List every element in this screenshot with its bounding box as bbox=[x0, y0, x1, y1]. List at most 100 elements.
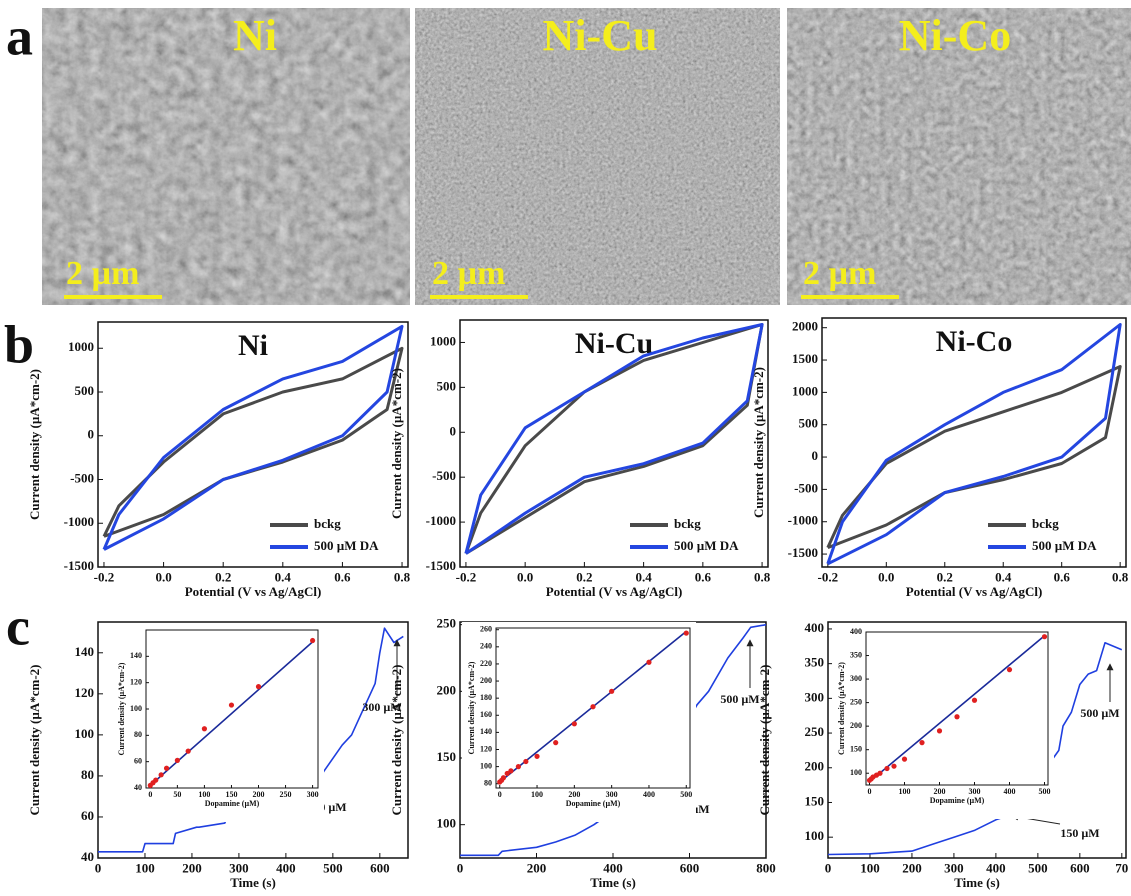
panel-label: b bbox=[4, 314, 34, 374]
y-axis-label: Current density (µA*cm-2) bbox=[389, 665, 404, 816]
x-tick-label: 0.8 bbox=[394, 570, 411, 585]
y-tick-label: 150 bbox=[437, 749, 457, 764]
series-line bbox=[464, 323, 764, 555]
x-tick-label: 50 bbox=[173, 790, 181, 799]
series-line bbox=[826, 323, 1122, 566]
y-tick-label: 120 bbox=[130, 677, 142, 686]
x-tick-label: 200 bbox=[934, 787, 946, 796]
x-tick-label: 70 bbox=[1115, 861, 1128, 876]
annotation: 300 µM bbox=[362, 700, 401, 714]
sem-texture bbox=[415, 8, 780, 305]
y-tick-label: 350 bbox=[805, 655, 825, 670]
chart-title: Ni bbox=[238, 329, 268, 362]
x-tick-label: 100 bbox=[135, 861, 155, 876]
data-point bbox=[185, 748, 191, 754]
x-tick-label: 400 bbox=[643, 790, 655, 799]
x-tick-label: 600 bbox=[370, 861, 390, 876]
x-axis-label: Potential (V vs Ag/AgCl) bbox=[546, 584, 683, 599]
x-tick-label: 200 bbox=[253, 790, 265, 799]
data-point bbox=[228, 702, 235, 708]
y-tick-label: 250 bbox=[850, 697, 862, 706]
x-axis-label: Time (s) bbox=[954, 875, 1000, 890]
x-tick-label: 0 bbox=[457, 861, 464, 876]
x-tick-label: 200 bbox=[527, 861, 547, 876]
x-tick-label: 150 bbox=[225, 790, 237, 799]
y-tick-label: 1000 bbox=[430, 333, 456, 348]
y-tick-label: -500 bbox=[794, 480, 818, 495]
scale-bar-label: 2 µm bbox=[66, 255, 139, 292]
x-tick-label: 0.6 bbox=[695, 570, 712, 585]
plot-frame bbox=[495, 627, 691, 789]
data-point bbox=[954, 714, 960, 720]
y-tick-label: 200 bbox=[850, 721, 862, 730]
data-point bbox=[201, 726, 208, 732]
series-line bbox=[102, 324, 404, 551]
x-tick-label: 300 bbox=[229, 861, 249, 876]
x-tick-label: 800 bbox=[756, 861, 776, 876]
x-tick-label: 400 bbox=[1004, 787, 1016, 796]
x-tick-label: 250 bbox=[280, 790, 292, 799]
y-tick-label: 400 bbox=[850, 627, 862, 636]
x-tick-label: 300 bbox=[944, 861, 964, 876]
x-tick-label: 0.6 bbox=[1054, 570, 1071, 585]
x-axis-label: Potential (V vs Ag/AgCl) bbox=[185, 584, 322, 599]
y-tick-label: 80 bbox=[484, 779, 492, 788]
y-tick-label: 0 bbox=[88, 427, 95, 442]
chart: -0.2 0.0 0.2 0.4 0.6 0.8 -1500 -1000 -500 0 500 100… bbox=[389, 319, 771, 599]
x-tick-label: 600 bbox=[1070, 861, 1090, 876]
x-tick-label: 500 bbox=[1039, 787, 1051, 796]
y-tick-label: 40 bbox=[81, 849, 94, 864]
x-tick-label: 200 bbox=[568, 790, 580, 799]
x-tick-label: 0 bbox=[498, 790, 502, 799]
y-tick-label: 100 bbox=[130, 704, 142, 713]
data-point bbox=[683, 630, 689, 636]
data-point bbox=[500, 775, 507, 781]
y-tick-label: 250 bbox=[437, 616, 457, 631]
data-point bbox=[936, 728, 943, 734]
chart: -0.2 0.0 0.2 0.4 0.6 0.8 -1500 -1000 -500 0 500 100… bbox=[751, 317, 1129, 599]
chart: 0 100 200 300 400 500 100 150 200 250 300 350 400 Dop… bbox=[832, 626, 1054, 819]
x-tick-label: 200 bbox=[182, 861, 202, 876]
data-point bbox=[508, 768, 514, 774]
y-tick-label: 200 bbox=[480, 676, 492, 685]
y-tick-label: 0 bbox=[450, 423, 457, 438]
x-tick-label: 0.8 bbox=[1112, 570, 1129, 585]
legend-label: bckg bbox=[674, 516, 701, 531]
data-point bbox=[534, 753, 540, 759]
legend-label: 500 µM DA bbox=[314, 538, 379, 553]
x-tick-label: 0.2 bbox=[576, 570, 592, 585]
y-tick-label: 500 bbox=[75, 383, 95, 398]
x-tick-label: 0 bbox=[148, 790, 152, 799]
data-point bbox=[919, 740, 925, 746]
x-tick-label: 0.4 bbox=[275, 570, 292, 585]
y-tick-label: 250 bbox=[805, 724, 825, 739]
scale-bar-label: 2 µm bbox=[803, 255, 876, 292]
x-tick-label: 0 bbox=[825, 861, 832, 876]
x-tick-label: 100 bbox=[860, 861, 880, 876]
data-point bbox=[553, 740, 559, 746]
y-tick-label: -1500 bbox=[788, 545, 818, 560]
y-tick-label: 2000 bbox=[792, 319, 818, 334]
panel-label: c bbox=[6, 596, 30, 656]
chart: 0 100 200 300 400 500 80 100 120 140 160 180 200 220 2… bbox=[462, 622, 696, 822]
y-tick-label: 300 bbox=[805, 689, 825, 704]
y-axis-label: Current density (µA*cm-2) bbox=[27, 369, 42, 520]
y-tick-label: 350 bbox=[850, 650, 862, 659]
y-tick-label: 120 bbox=[75, 685, 95, 700]
y-tick-label: 1000 bbox=[68, 339, 94, 354]
data-point bbox=[309, 637, 316, 644]
data-point bbox=[153, 777, 159, 783]
sem-label: Ni bbox=[233, 11, 277, 60]
y-tick-label: 200 bbox=[805, 759, 825, 774]
x-tick-label: 0.0 bbox=[517, 570, 533, 585]
x-tick-label: 300 bbox=[969, 787, 981, 796]
y-tick-label: 180 bbox=[480, 693, 492, 702]
y-tick-label: 500 bbox=[437, 378, 457, 393]
x-tick-label: 0 bbox=[95, 861, 102, 876]
sem-texture bbox=[787, 8, 1131, 305]
chart: 0 50 100 150 200 250 300 40 60 80 100 120 140 Dopamin… bbox=[112, 624, 324, 822]
data-point bbox=[515, 764, 521, 770]
legend-label: 500 µM DA bbox=[1032, 538, 1097, 553]
y-tick-label: 1000 bbox=[792, 383, 818, 398]
